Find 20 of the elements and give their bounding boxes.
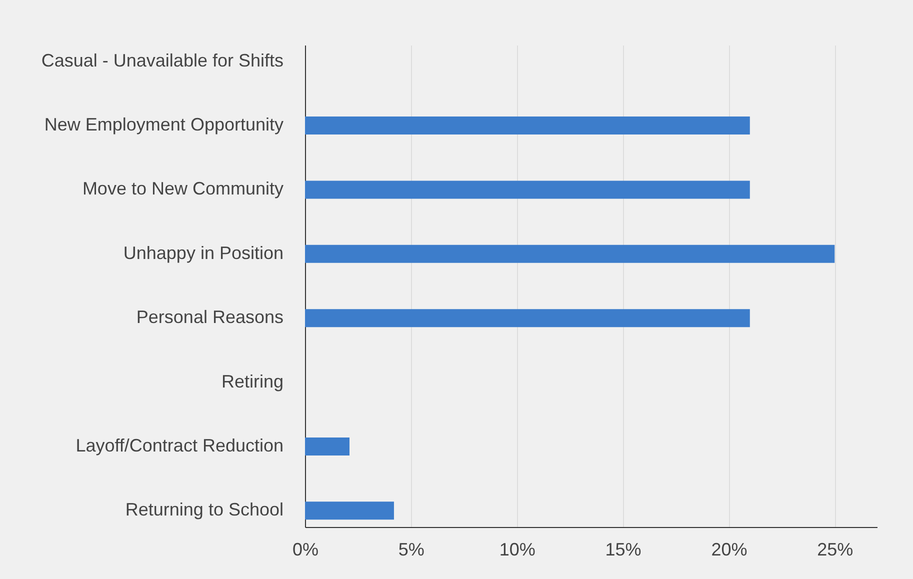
x-tick-label: 10% (499, 540, 536, 560)
bar (305, 180, 750, 199)
x-tick-label: 25% (817, 540, 854, 560)
y-tick-label: Casual - Unavailable for Shifts (41, 50, 284, 70)
y-tick-label: Returning to School (125, 500, 284, 520)
x-tick-label: 20% (711, 540, 748, 560)
x-tick-label: 0% (292, 540, 319, 560)
bar (305, 437, 350, 456)
y-tick-label: Retiring (221, 371, 284, 392)
bar (305, 309, 750, 328)
bar (305, 244, 835, 263)
y-tick-label: Unhappy in Position (123, 242, 284, 263)
y-tick-label: New Employment Opportunity (44, 114, 284, 135)
x-tick-label: 15% (605, 540, 642, 560)
bar (305, 502, 394, 520)
bar (305, 116, 750, 135)
y-tick-label: Layoff/Contract Reduction (76, 435, 284, 456)
x-tick-label: 5% (398, 540, 424, 560)
y-tick-label: Move to New Community (82, 178, 284, 199)
y-tick-label: Personal Reasons (136, 307, 284, 328)
